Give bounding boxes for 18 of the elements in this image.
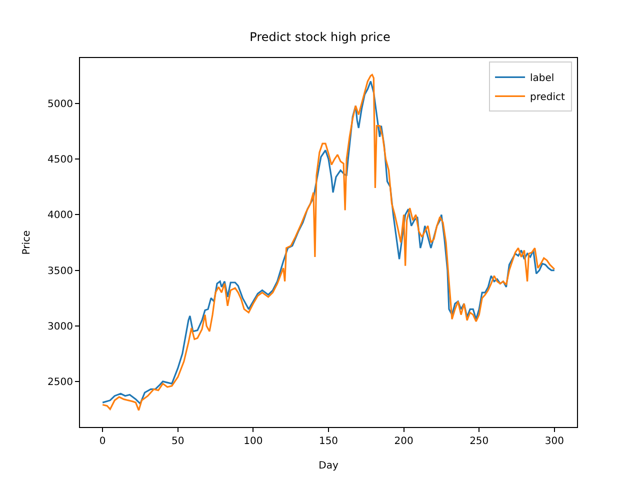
y-tick-label: 4000 — [48, 210, 73, 222]
x-tick-label: 50 — [172, 436, 184, 447]
y-tick-label: 4500 — [48, 154, 73, 166]
x-tick-label: 200 — [394, 436, 414, 447]
y-tick-label: 2500 — [48, 376, 73, 388]
y-tick-label: 5000 — [48, 99, 73, 110]
legend-label: label — [530, 73, 554, 84]
y-axis-title: Price — [22, 230, 33, 255]
x-tick-label: 250 — [470, 436, 489, 447]
x-axis-title: Day — [318, 460, 338, 472]
legend-label: predict — [530, 92, 566, 104]
y-tick-label: 3500 — [48, 266, 73, 277]
x-tick-label: 0 — [99, 436, 106, 447]
x-tick-label: 150 — [318, 436, 338, 447]
chart-title: Predict stock high price — [250, 30, 390, 44]
x-tick-label: 100 — [244, 436, 263, 447]
x-tick-label: 300 — [544, 436, 564, 447]
y-tick-label: 3000 — [48, 321, 73, 332]
